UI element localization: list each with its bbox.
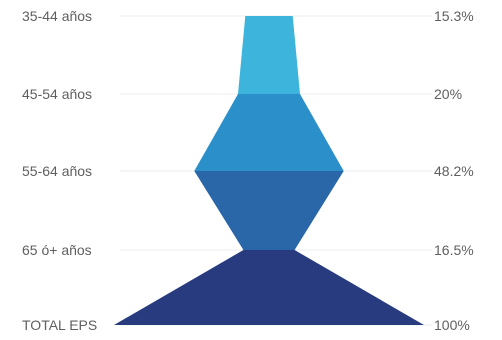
value-label-2: 20%	[434, 86, 462, 102]
funnel-shapes	[114, 16, 424, 325]
funnel-segment-1	[238, 16, 300, 94]
category-label-3: 55-64 años	[22, 163, 92, 179]
value-labels: 15.3% 20% 48.2% 16.5% 100%	[434, 8, 474, 333]
value-label-3: 48.2%	[434, 163, 474, 179]
funnel-segment-4	[114, 250, 424, 325]
category-label-4: 65 ó+ años	[22, 242, 92, 258]
category-label-1: 35-44 años	[22, 8, 92, 24]
value-label-4: 16.5%	[434, 242, 474, 258]
funnel-segment-2	[194, 94, 344, 171]
value-label-1: 15.3%	[434, 8, 474, 24]
value-label-5: 100%	[434, 317, 470, 333]
category-label-5: TOTAL EPS	[22, 317, 97, 333]
category-label-2: 45-54 años	[22, 86, 92, 102]
category-labels: 35-44 años 45-54 años 55-64 años 65 ó+ a…	[22, 8, 97, 333]
funnel-segment-3	[194, 171, 344, 250]
